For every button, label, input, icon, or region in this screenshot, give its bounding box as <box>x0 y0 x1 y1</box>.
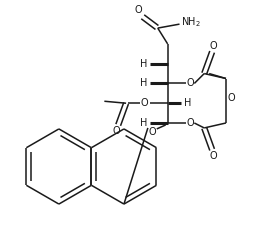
Text: NH$_2$: NH$_2$ <box>181 15 201 29</box>
Text: H: H <box>184 98 191 108</box>
Text: O: O <box>227 93 235 103</box>
Text: O: O <box>186 78 194 88</box>
Text: O: O <box>112 126 120 136</box>
Text: O: O <box>148 127 156 137</box>
Text: O: O <box>140 98 148 108</box>
Text: O: O <box>209 41 217 51</box>
Text: H: H <box>140 59 148 69</box>
Text: O: O <box>134 5 142 15</box>
Text: O: O <box>209 151 217 161</box>
Text: H: H <box>140 78 148 88</box>
Text: O: O <box>186 118 194 128</box>
Text: H: H <box>140 118 148 128</box>
